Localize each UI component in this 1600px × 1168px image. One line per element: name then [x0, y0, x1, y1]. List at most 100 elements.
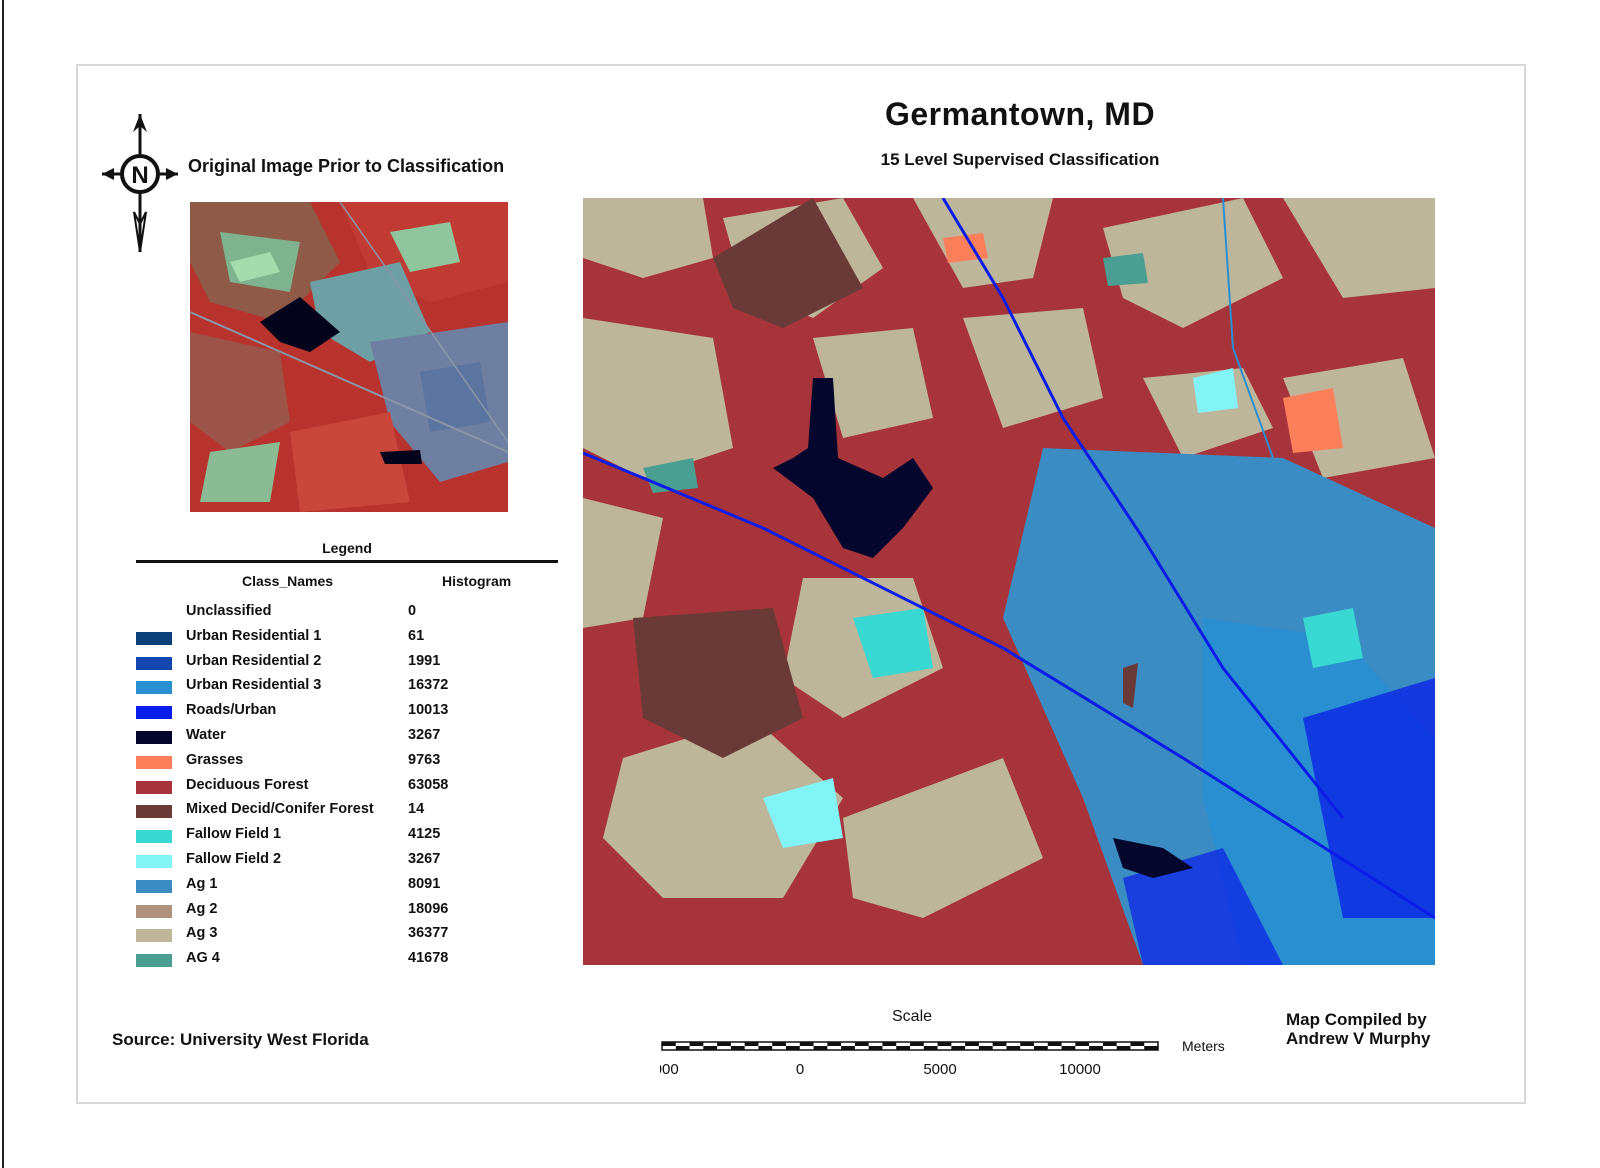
legend-row: Unclassified 0 [136, 601, 558, 626]
legend-row: Fallow Field 1 4125 [136, 824, 558, 849]
legend-swatch [136, 631, 172, 645]
scale-bar-segment [689, 1042, 704, 1046]
legend-class-name: AG 4 [186, 950, 220, 967]
legend-row: Urban Residential 1 61 [136, 626, 558, 651]
legend-class-name: Urban Residential 1 [186, 627, 322, 644]
scale-bar-segment [882, 1042, 897, 1046]
scale-bar-segment [717, 1042, 731, 1046]
legend-histogram-value: 18096 [408, 900, 449, 917]
legend-swatch [136, 706, 172, 720]
scale-bar-segment [992, 1042, 1007, 1046]
scale-tick: 10000 [1059, 1061, 1101, 1078]
legend-row: Mixed Decid/Conifer Forest 14 [136, 799, 558, 824]
legend-histogram-value: 8091 [408, 875, 441, 892]
scale-bar-segment [1034, 1046, 1048, 1050]
legend-histogram-value: 16372 [408, 677, 449, 694]
legend-histogram-value: 41678 [408, 950, 449, 967]
compass-letter: N [131, 162, 148, 189]
legend-class-name: Ag 3 [186, 925, 218, 942]
legend-row: Fallow Field 2 3267 [136, 849, 558, 874]
scale-bar-segment [965, 1042, 979, 1046]
legend: Legend Class_Names Histogram Unclassifie… [136, 538, 558, 973]
north-arrow-icon: N [102, 114, 178, 253]
legend-swatch [136, 755, 172, 769]
scale-bar-segment [662, 1042, 676, 1046]
scale-bar-segment [1020, 1042, 1034, 1046]
scale-bar-segment [951, 1046, 966, 1050]
legend-histogram-value: 9763 [408, 751, 441, 768]
legend-row: Ag 1 8091 [136, 874, 558, 899]
legend-class-name: Deciduous Forest [186, 776, 309, 793]
scale-bar-segment [758, 1046, 773, 1050]
scale-bar-segment [1061, 1046, 1076, 1050]
legend-histogram-value: 36377 [408, 925, 449, 942]
scale-bar: 5000 0 5000 10000 [660, 1041, 1159, 1078]
scale-bar-segment [896, 1046, 910, 1050]
legend-histogram-value: 1991 [408, 652, 441, 669]
map-title: Germantown, MD [884, 96, 1156, 132]
legend-swatch [136, 656, 172, 670]
legend-rows: Unclassified 0 Urban Residential 1 61 Urban … [136, 601, 558, 973]
scale-bar-segment [1075, 1042, 1090, 1046]
scale-units: Meters [1182, 1038, 1225, 1054]
scale-bar-segment [675, 1046, 690, 1050]
legend-row: Ag 2 18096 [136, 899, 558, 924]
legend-class-name: Fallow Field 1 [186, 826, 282, 843]
compiled-by-line1: Map Compiled by [1286, 1010, 1427, 1029]
compiled-by: Map Compiled by Andrew V Murphy [1286, 1010, 1431, 1048]
classified-map [583, 198, 1435, 965]
scale-bar-segment [937, 1042, 952, 1046]
scale-bar-segment [1144, 1046, 1158, 1050]
scale-bar-segment [910, 1042, 924, 1046]
original-satellite-image [190, 202, 508, 512]
scale-bar-segment [744, 1042, 759, 1046]
legend-class-name: Urban Residential 2 [186, 652, 322, 669]
legend-swatch [136, 879, 172, 893]
scale-bar-segment [772, 1042, 786, 1046]
scale-bar-segment [1089, 1046, 1103, 1050]
map-subtitle: 15 Level Supervised Classification [880, 150, 1160, 169]
compiled-by-line2: Andrew V Murphy [1286, 1029, 1431, 1048]
legend-swatch [136, 929, 172, 943]
legend-class-name: Ag 1 [186, 875, 218, 892]
legend-class-name: Grasses [186, 751, 244, 768]
scale-bar-segment [730, 1046, 745, 1050]
legend-histogram-value: 63058 [408, 776, 449, 793]
scale-bar-segment [827, 1042, 842, 1046]
legend-divider [136, 560, 558, 563]
scale-bar-segment [923, 1046, 938, 1050]
legend-row: Deciduous Forest 63058 [136, 775, 558, 800]
legend-class-name: Roads/Urban [186, 702, 277, 719]
legend-row: Roads/Urban 10013 [136, 700, 558, 725]
legend-col-names: Class_Names [242, 573, 334, 589]
original-image-label: Original Image Prior to Classification [188, 156, 505, 176]
scale-bar-segment [703, 1046, 718, 1050]
legend-histogram-value: 0 [408, 603, 417, 619]
legend-row: Grasses 9763 [136, 750, 558, 775]
scale-bar-segment [854, 1042, 869, 1046]
legend-swatch [136, 954, 172, 968]
legend-histogram-value: 3267 [408, 850, 441, 867]
legend-swatch [136, 830, 172, 844]
scale-title: Scale [892, 1008, 933, 1025]
legend-col-histogram: Histogram [442, 573, 512, 589]
scale-bar-segment [1130, 1042, 1145, 1046]
legend-swatch [136, 730, 172, 744]
legend-row: Ag 3 36377 [136, 923, 558, 948]
legend-histogram-value: 10013 [408, 702, 449, 719]
source-credit: Source: University West Florida [112, 1030, 369, 1049]
legend-class-name: Urban Residential 3 [186, 677, 322, 694]
legend-class-name: Unclassified [186, 603, 272, 619]
legend-histogram-value: 14 [408, 801, 425, 818]
legend-swatch [136, 805, 172, 819]
legend-row: Urban Residential 3 16372 [136, 675, 558, 700]
legend-swatch [136, 904, 172, 918]
scale-bar-segment [813, 1046, 828, 1050]
scale-bar-segment [1047, 1042, 1062, 1046]
legend-swatch [136, 681, 172, 695]
legend-row: Urban Residential 2 1991 [136, 651, 558, 676]
legend-row: Water 3267 [136, 725, 558, 750]
scale-tick: 5000 [660, 1061, 679, 1078]
scale-bar-segment [868, 1046, 883, 1050]
legend-swatch [136, 780, 172, 794]
